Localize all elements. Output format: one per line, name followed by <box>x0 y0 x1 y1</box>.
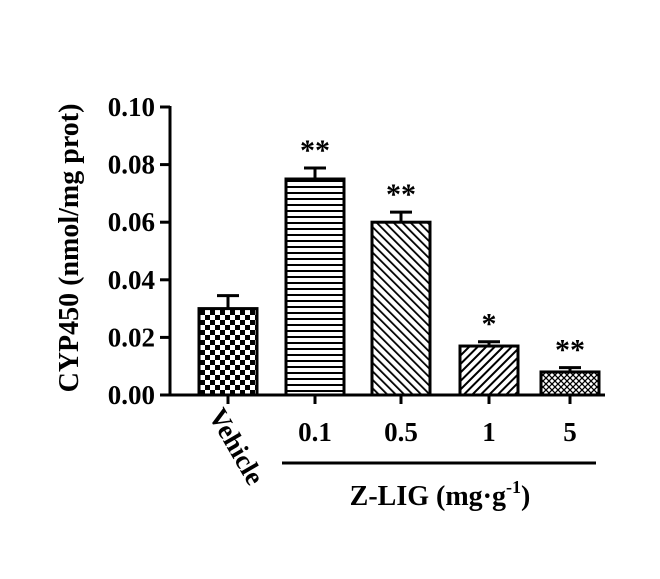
bar-3 <box>458 344 520 397</box>
y-axis-label: CYP450 (nmol/mg prot) <box>54 104 85 393</box>
y-tick-label: 0.06 <box>108 207 155 237</box>
y-tick-label: 0.10 <box>108 92 155 122</box>
x-axis: Vehicle 0.1 0.5 1 5 <box>170 393 605 490</box>
x-tick-label: 0.5 <box>384 417 418 447</box>
y-tick-label: 0.02 <box>108 322 155 352</box>
significance-marker: ** <box>386 178 416 211</box>
bar-4 <box>539 370 601 397</box>
x-tick-label: 5 <box>563 417 577 447</box>
x-tick-label: 1 <box>482 417 496 447</box>
bar-2 <box>370 220 432 397</box>
y-tick-label: 0.04 <box>108 265 155 295</box>
x-tick-label: 0.1 <box>298 417 332 447</box>
x-tick-label: Vehicle <box>203 403 270 490</box>
bar-1 <box>284 177 346 397</box>
bar-0 <box>197 307 259 397</box>
y-tick-label: 0.08 <box>108 150 155 180</box>
y-tick-label: 0.00 <box>108 380 155 410</box>
significance-marker: * <box>482 308 497 341</box>
x-group-label: Z-LIG (mg·g-1) <box>350 477 531 512</box>
y-axis: 0.00 0.02 0.04 0.06 0.08 0.10 <box>108 92 172 410</box>
significance-marker: ** <box>555 334 585 367</box>
significance-marker: ** <box>300 134 330 167</box>
bars: ******* <box>197 134 601 397</box>
